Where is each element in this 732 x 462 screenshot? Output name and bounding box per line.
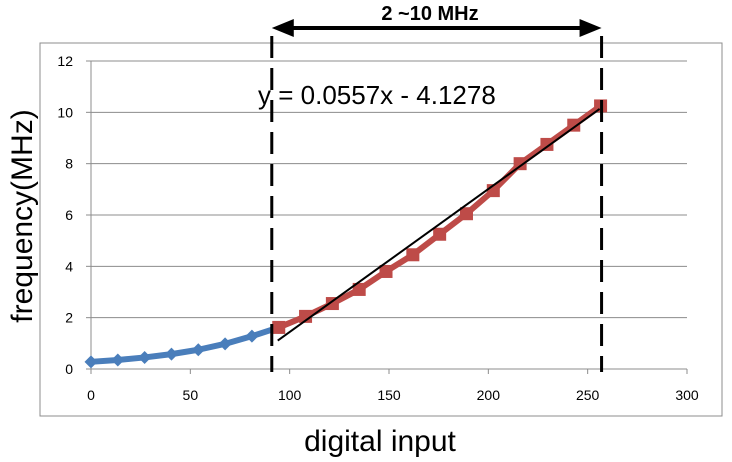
data-point-diamond xyxy=(164,347,178,361)
data-point-square xyxy=(325,297,339,311)
range-label: 2 ~10 MHz xyxy=(381,3,478,25)
trendline-group xyxy=(277,108,601,342)
y-tick-label: 2 xyxy=(65,310,73,326)
range-arrowhead-left xyxy=(271,19,294,37)
y-axis-title: frequency(MHz) xyxy=(6,109,39,322)
data-point-diamond xyxy=(218,337,232,351)
trendline xyxy=(277,108,601,342)
trendline-equation: y = 0.0557x - 4.1278 xyxy=(258,80,496,110)
x-tick-label: 100 xyxy=(278,387,302,403)
data-point-square xyxy=(299,309,313,323)
data-point-diamond xyxy=(111,353,125,367)
gridlines xyxy=(91,60,687,319)
data-point-square xyxy=(540,137,554,151)
data-point-square xyxy=(513,157,527,171)
axes xyxy=(86,60,688,374)
x-tick-label: 0 xyxy=(87,387,95,403)
data-point-square xyxy=(352,282,366,296)
y-tick-labels: 0 2 4 6 8 10 12 xyxy=(57,53,73,377)
data-point-square xyxy=(433,227,447,241)
data-point-diamond xyxy=(84,355,98,369)
y-tick-label: 10 xyxy=(57,104,73,120)
y-tick-label: 0 xyxy=(65,361,73,377)
y-tick-label: 4 xyxy=(65,258,73,274)
y-tick-label: 12 xyxy=(57,53,73,69)
data-point-diamond xyxy=(245,329,259,343)
x-tick-label: 200 xyxy=(477,387,501,403)
data-point-square xyxy=(406,248,420,262)
data-point-square xyxy=(567,118,581,132)
x-tick-label: 300 xyxy=(675,387,699,403)
range-arrowhead-right xyxy=(579,19,602,37)
x-tick-label: 150 xyxy=(377,387,401,403)
x-tick-labels: 0 50 100 150 200 250 300 xyxy=(87,387,699,403)
x-tick-label: 250 xyxy=(576,387,600,403)
data-point-diamond xyxy=(191,343,205,357)
data-point-square xyxy=(272,320,286,334)
y-tick-label: 6 xyxy=(65,207,73,223)
range-marker xyxy=(270,19,604,372)
x-axis-title: digital input xyxy=(304,425,456,458)
y-tick-label: 8 xyxy=(65,156,73,172)
data-point-diamond xyxy=(138,350,152,364)
x-tick-label: 50 xyxy=(183,387,199,403)
data-point-square xyxy=(459,207,473,221)
data-point-square xyxy=(379,264,393,278)
